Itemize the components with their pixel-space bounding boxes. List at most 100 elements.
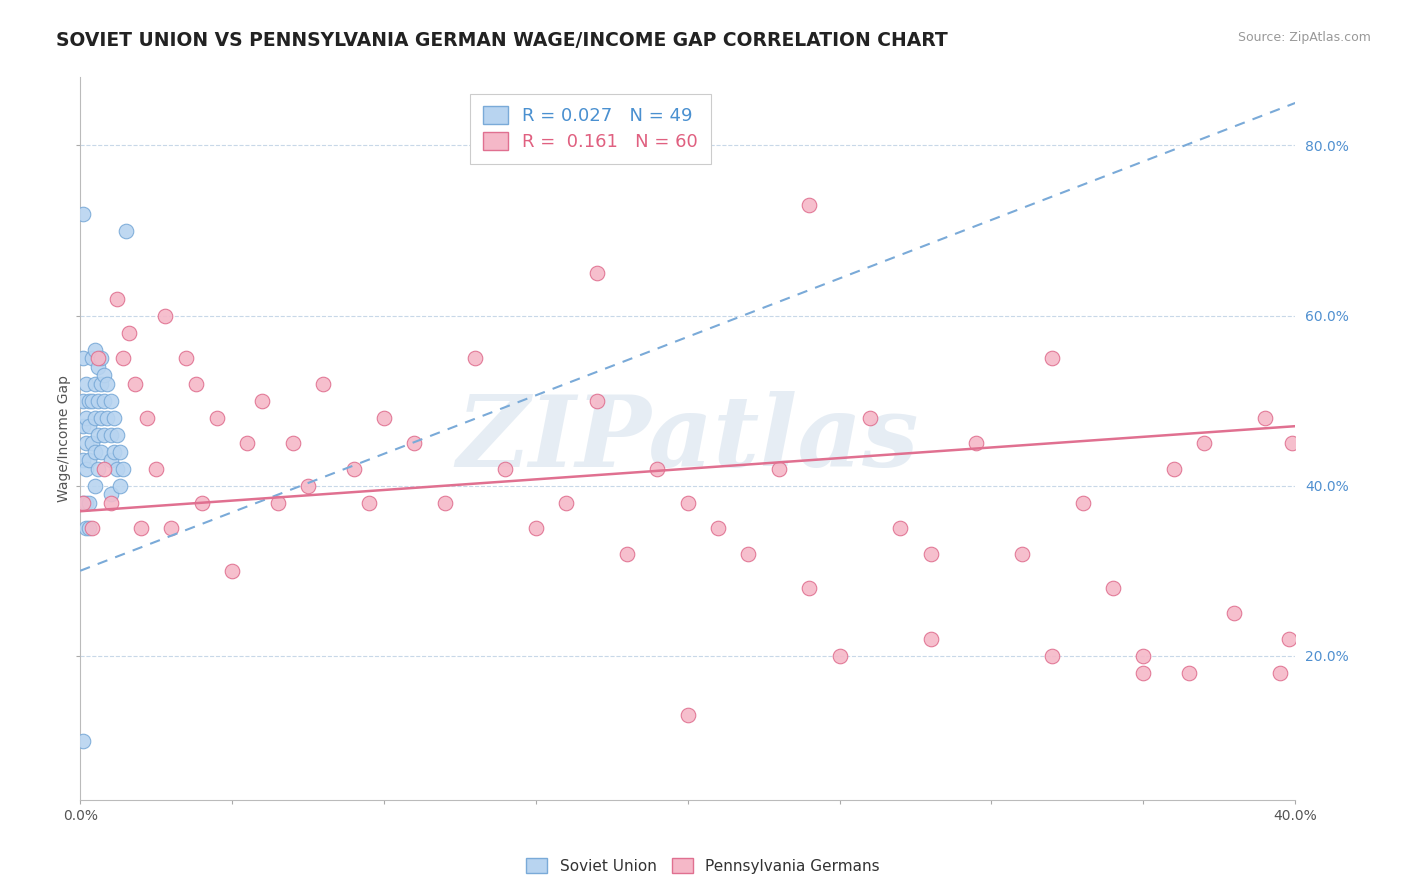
Point [647,461,669,475]
Point [87,427,110,442]
Point [111,461,134,475]
Point [676,708,699,723]
Point [1192,436,1215,450]
Point [828,648,851,663]
Point [1132,648,1154,663]
Point [108,479,131,493]
Point [90,376,112,391]
Point [72,496,94,510]
Point [72,393,94,408]
Point [464,351,486,366]
Text: Source: ZipAtlas.com: Source: ZipAtlas.com [1237,31,1371,45]
Point [1254,410,1277,425]
Point [676,496,699,510]
Point [84,479,107,493]
Point [184,376,207,391]
Point [236,436,259,450]
Point [357,496,380,510]
Point [737,547,759,561]
Point [72,419,94,434]
Point [920,632,942,646]
Point [342,461,364,475]
Point [93,393,115,408]
Point [100,453,122,467]
Point [100,496,122,510]
Point [75,521,97,535]
Point [111,351,134,366]
Point [87,359,110,374]
Point [965,436,987,450]
Point [1163,461,1185,475]
Point [859,410,882,425]
Point [105,461,128,475]
Point [136,410,159,425]
Legend: Soviet Union, Pennsylvania Germans: Soviet Union, Pennsylvania Germans [520,852,886,880]
Point [1040,351,1063,366]
Point [433,496,456,510]
Point [93,427,115,442]
Point [82,351,104,366]
Point [90,444,112,458]
Point [72,351,94,366]
Point [100,487,122,501]
Point [84,376,107,391]
Point [90,351,112,366]
Point [77,393,100,408]
Point [312,376,335,391]
Point [93,461,115,475]
Point [82,393,104,408]
Point [77,496,100,510]
Point [1278,632,1301,646]
Point [297,479,319,493]
Point [616,547,638,561]
Point [1281,436,1303,450]
Point [585,393,607,408]
Point [266,496,288,510]
Point [373,410,395,425]
Point [77,453,100,467]
Point [75,496,97,510]
Point [555,496,578,510]
Point [1102,581,1125,595]
Point [103,444,125,458]
Point [404,436,426,450]
Point [103,410,125,425]
Point [160,521,183,535]
Point [114,223,136,237]
Point [105,292,128,306]
Point [82,521,104,535]
Point [176,351,198,366]
Point [889,521,911,535]
Point [93,368,115,383]
Point [77,419,100,434]
Point [205,410,228,425]
Point [108,444,131,458]
Point [799,581,821,595]
Point [90,410,112,425]
Point [72,453,94,467]
Point [124,376,146,391]
Point [84,343,107,357]
Y-axis label: Wage/Income Gap: Wage/Income Gap [58,376,72,502]
Point [75,436,97,450]
Point [96,410,118,425]
Point [221,564,243,578]
Text: ZIPatlas: ZIPatlas [457,391,920,487]
Legend: R = 0.027   N = 49, R =  0.161   N = 60: R = 0.027 N = 49, R = 0.161 N = 60 [470,94,711,164]
Point [129,521,152,535]
Point [72,734,94,748]
Point [72,496,94,510]
Point [87,461,110,475]
Point [118,326,141,340]
Point [72,206,94,220]
Point [281,436,304,450]
Point [768,461,790,475]
Point [75,410,97,425]
Point [585,266,607,280]
Point [87,351,110,366]
Point [252,393,274,408]
Point [920,547,942,561]
Point [1178,665,1201,680]
Point [799,198,821,212]
Point [1268,665,1291,680]
